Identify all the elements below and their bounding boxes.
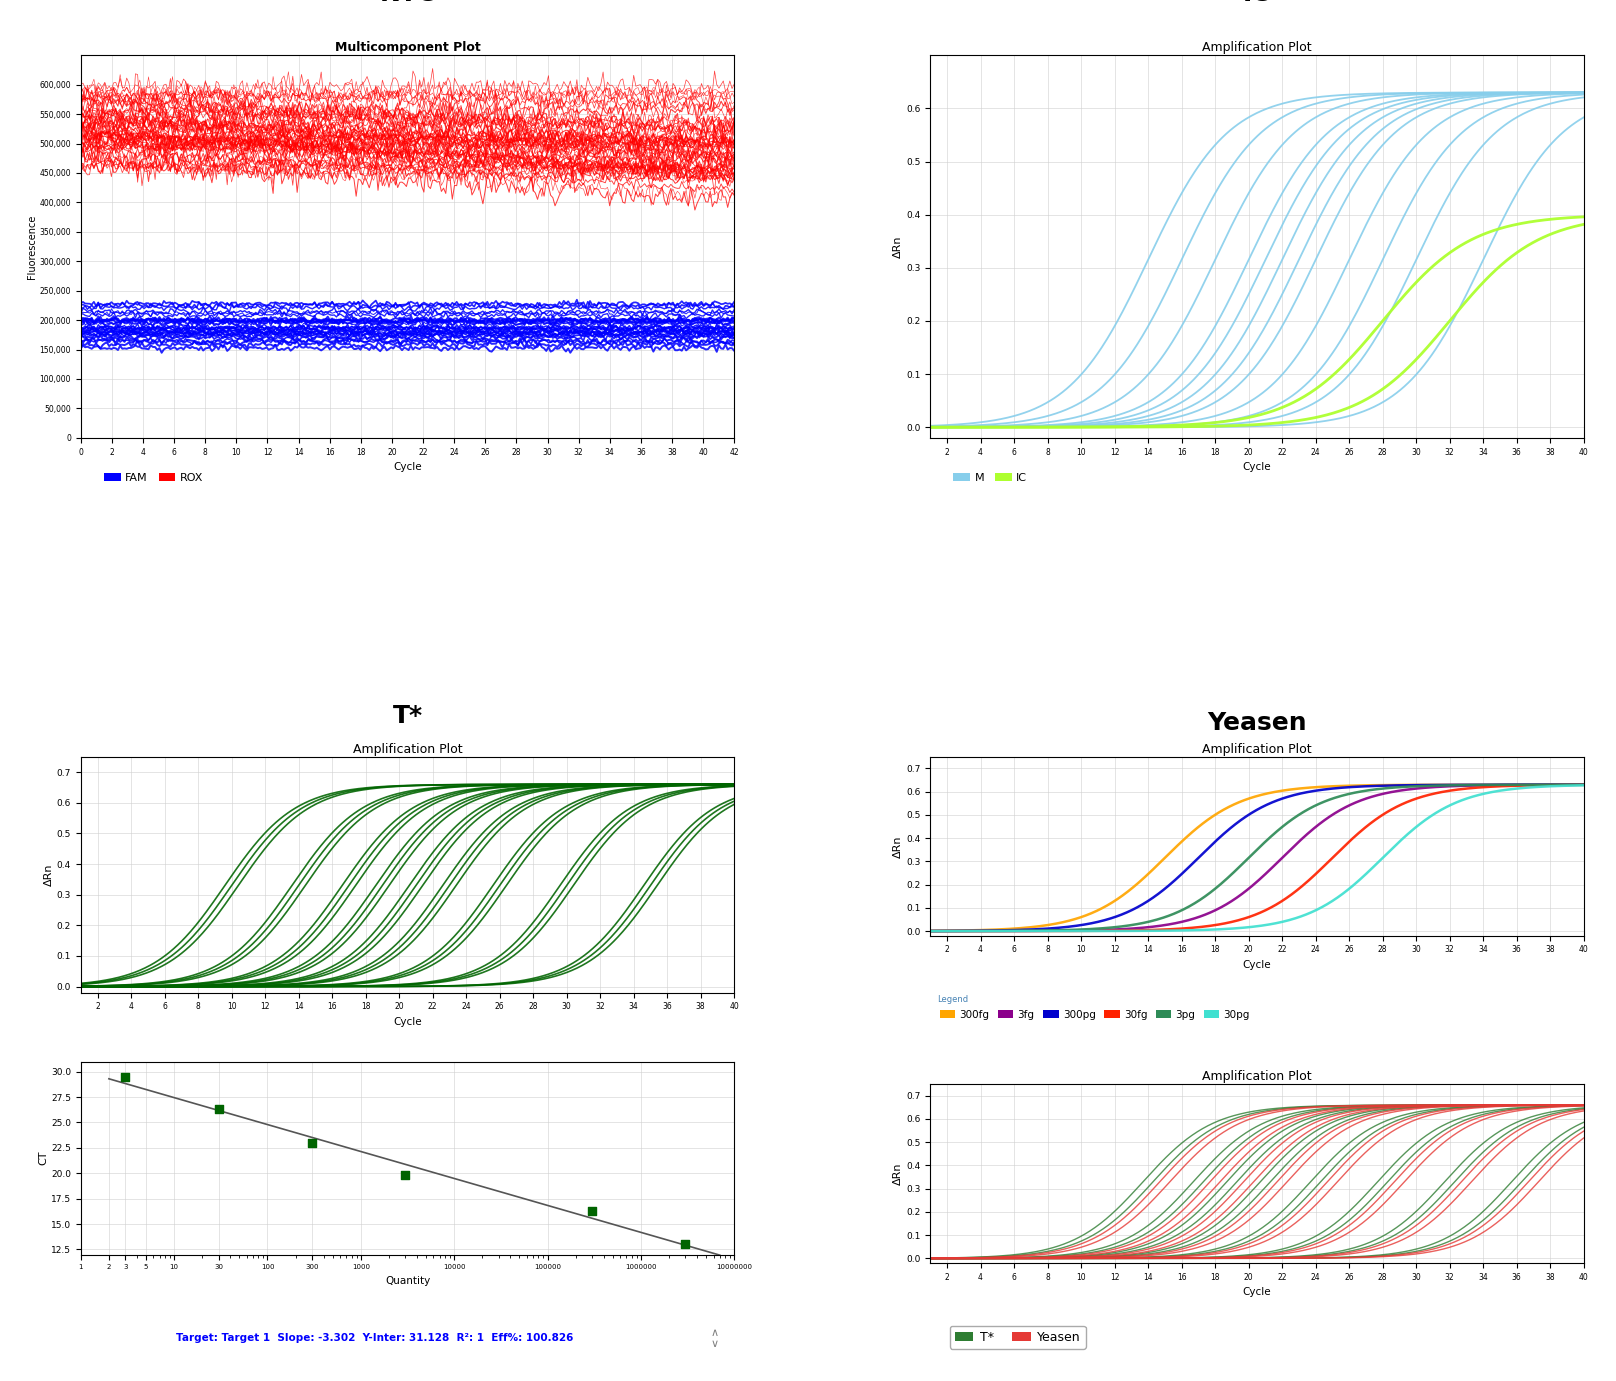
Legend: T*, Yeasen: T*, Yeasen <box>950 1326 1086 1349</box>
Y-axis label: Fluorescence: Fluorescence <box>27 214 37 279</box>
X-axis label: Cycle: Cycle <box>1243 463 1272 472</box>
Legend: 300fg, 3fg, 300pg, 30fg, 3pg, 30pg: 300fg, 3fg, 300pg, 30fg, 3pg, 30pg <box>936 1005 1254 1023</box>
X-axis label: Cycle: Cycle <box>393 1016 422 1027</box>
Y-axis label: ΔRn: ΔRn <box>894 836 903 858</box>
Legend: M, IC: M, IC <box>949 468 1031 487</box>
Text: Legend: Legend <box>937 996 968 1004</box>
Text: NTC: NTC <box>380 0 436 6</box>
Y-axis label: ΔRn: ΔRn <box>44 863 53 887</box>
Point <box>299 1132 325 1155</box>
Text: T*: T* <box>393 704 422 729</box>
X-axis label: Quantity: Quantity <box>385 1276 430 1286</box>
Y-axis label: ΔRn: ΔRn <box>894 1163 903 1185</box>
X-axis label: Cycle: Cycle <box>1243 960 1272 969</box>
Point <box>113 1066 139 1088</box>
Title: Amplification Plot: Amplification Plot <box>1202 743 1312 755</box>
Text: IC: IC <box>1243 0 1270 6</box>
Point <box>205 1098 231 1120</box>
X-axis label: Cycle: Cycle <box>393 463 422 472</box>
Point <box>393 1164 419 1186</box>
Y-axis label: CT: CT <box>39 1150 48 1166</box>
Title: Amplification Plot: Amplification Plot <box>352 743 462 755</box>
X-axis label: Cycle: Cycle <box>1243 1287 1272 1297</box>
Text: Target: Target 1  Slope: -3.302  Y-Inter: 31.128  R²: 1  Eff%: 100.826: Target: Target 1 Slope: -3.302 Y-Inter: … <box>176 1334 574 1344</box>
Title: Multicomponent Plot: Multicomponent Plot <box>335 41 480 54</box>
Title: Amplification Plot: Amplification Plot <box>1202 41 1312 54</box>
Text: ∧
∨: ∧ ∨ <box>711 1327 719 1349</box>
Text: Yeasen: Yeasen <box>1207 711 1307 735</box>
Title: Amplification Plot: Amplification Plot <box>1202 1070 1312 1083</box>
Y-axis label: ΔRn: ΔRn <box>894 235 903 258</box>
Point <box>672 1233 698 1255</box>
Legend: FAM, ROX: FAM, ROX <box>100 468 207 487</box>
Point <box>579 1200 604 1222</box>
